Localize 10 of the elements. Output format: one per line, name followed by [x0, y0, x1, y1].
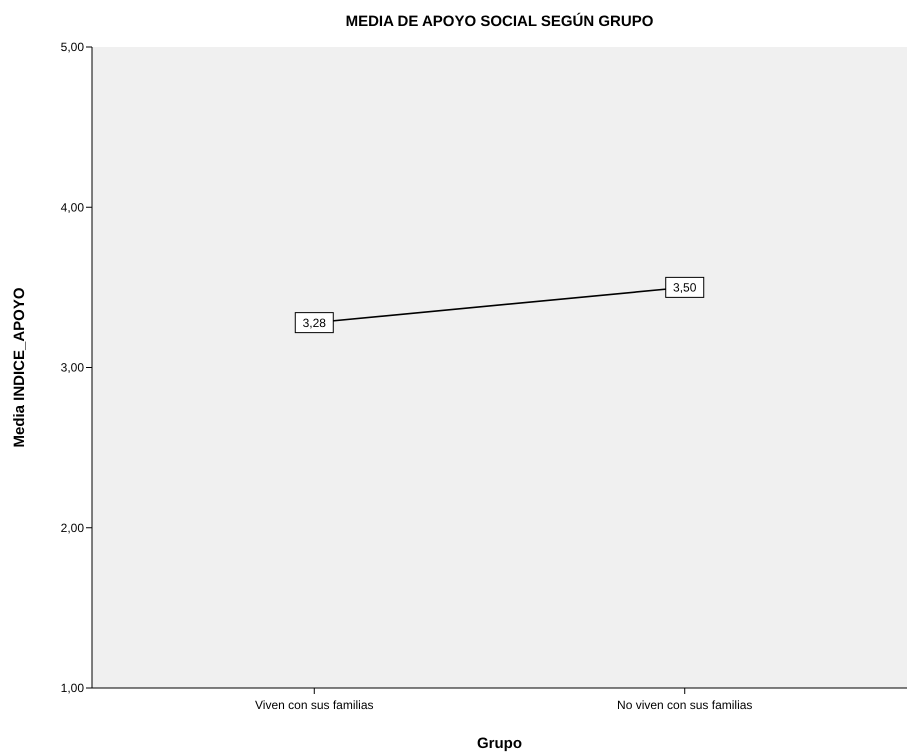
chart-title: MEDIA DE APOYO SOCIAL SEGÚN GRUPO	[346, 12, 654, 30]
y-tick-label: 5,00	[60, 40, 84, 54]
y-tick-label: 4,00	[60, 200, 84, 214]
x-tick-label: Viven con sus familias	[255, 698, 374, 712]
x-tick-label: No viven con sus familias	[617, 698, 752, 712]
y-tick-label: 2,00	[60, 520, 84, 535]
y-tick-label: 3,00	[60, 360, 84, 375]
x-axis-title: Grupo	[477, 735, 522, 752]
y-axis-title: Media INDICE_APOYO	[11, 287, 28, 448]
y-tick-label: 1,00	[60, 681, 84, 696]
